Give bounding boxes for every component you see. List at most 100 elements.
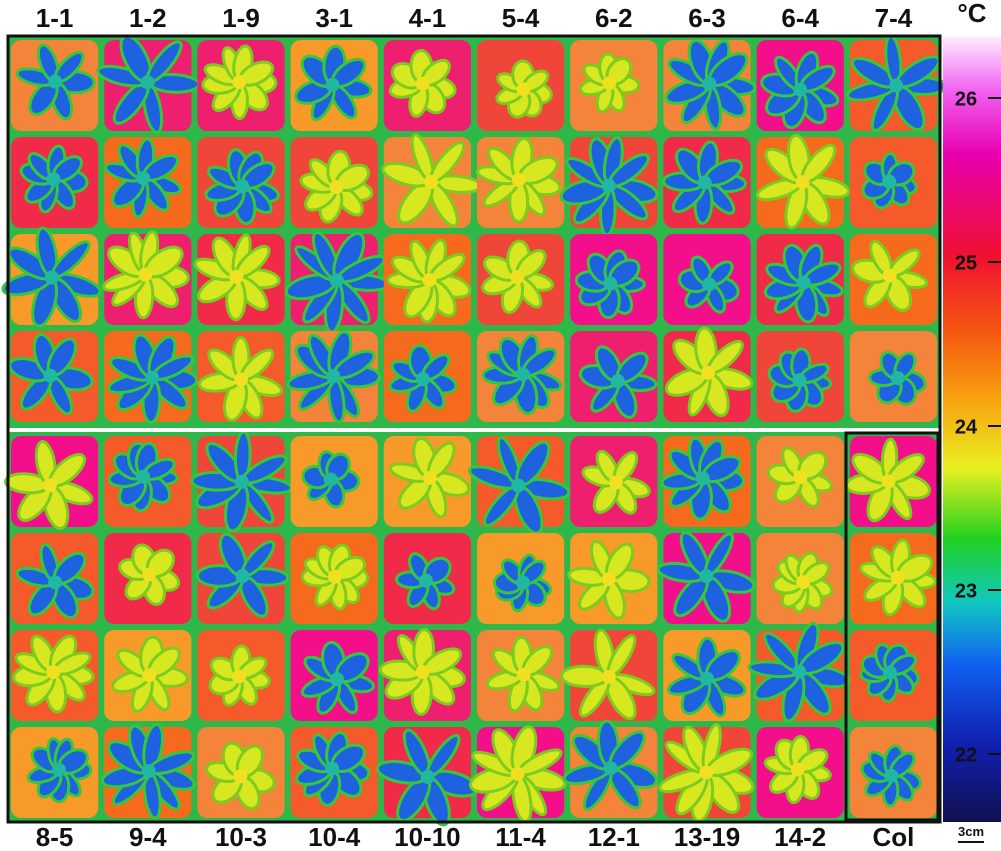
rosette-center	[233, 769, 247, 783]
rosette-center	[793, 470, 807, 484]
rosette-center	[699, 766, 713, 780]
rosette-center	[46, 665, 60, 679]
rosette-center	[891, 371, 905, 385]
top-label: 6-2	[595, 3, 633, 33]
rosette-center	[889, 79, 903, 93]
rosette-center	[511, 767, 525, 781]
rosette-center	[602, 179, 616, 193]
rosette-center	[698, 175, 712, 189]
rosette-center	[145, 371, 159, 385]
rosette-center	[603, 277, 617, 291]
bottom-label: 10-4	[308, 822, 361, 851]
rosette-center	[234, 372, 248, 386]
rosette-center	[43, 369, 57, 383]
rosette-center	[611, 374, 625, 388]
rosette-center	[883, 269, 897, 283]
rosette-center	[421, 770, 435, 784]
colorbar-tick-label: 23	[955, 580, 977, 602]
colorbar-tick-label: 24	[955, 416, 978, 438]
rosette-center	[602, 572, 616, 586]
rosette-center	[696, 471, 710, 485]
rosette-center	[330, 273, 344, 287]
top-label: 1-9	[222, 3, 260, 33]
bottom-label: Col	[872, 822, 914, 851]
rosette-center	[516, 576, 530, 590]
rosette-center	[142, 764, 156, 778]
bottom-label: 10-10	[394, 822, 461, 851]
top-label: 7-4	[875, 3, 913, 33]
rosette-center	[423, 471, 437, 485]
rosette-center	[416, 77, 430, 91]
rosette-center	[235, 179, 249, 193]
top-label: 3-1	[315, 3, 353, 33]
rosette-center	[328, 570, 342, 584]
bottom-label: 8-5	[36, 822, 74, 851]
rosette-center	[700, 671, 714, 685]
rosette-center	[422, 273, 436, 287]
colorbar-tick-label: 25	[955, 252, 977, 274]
rosette-center	[48, 75, 62, 89]
rosette-center	[512, 173, 526, 187]
rosette-center	[791, 763, 805, 777]
rosette-center	[325, 78, 339, 92]
figure: °C 3cm 1-11-21-93-14-15-46-26-36-47-48-5…	[0, 0, 1001, 851]
rosette-center	[424, 175, 438, 189]
rosette-center	[48, 575, 62, 589]
rosette-center	[142, 668, 156, 682]
rosette-center	[45, 271, 59, 285]
rosette-center	[232, 669, 246, 683]
rosette-center	[235, 569, 249, 583]
rosette-center	[792, 373, 806, 387]
rosette-center	[793, 83, 807, 97]
rosette-center	[882, 174, 896, 188]
rosette-center	[142, 568, 156, 582]
rosette-center	[884, 769, 898, 783]
rosette-center	[516, 367, 530, 381]
colorbar-tick-label: 26	[955, 88, 977, 110]
bottom-label: 13-19	[674, 822, 741, 851]
bottom-label: 11-4	[495, 822, 546, 851]
rosette-center	[510, 270, 524, 284]
bottom-label: 10-3	[215, 822, 267, 851]
rosette-center	[330, 672, 344, 686]
rosette-center	[602, 76, 616, 90]
rosette-center	[792, 665, 806, 679]
rosette-center	[699, 569, 713, 583]
rosette-center	[416, 372, 430, 386]
bottom-label: 14-2	[774, 822, 826, 851]
rosette-center	[890, 571, 904, 585]
rosette-center	[511, 479, 525, 493]
rosette-center	[52, 763, 66, 777]
page: °C 3cm 1-11-21-93-14-15-46-26-36-47-48-5…	[0, 0, 1001, 851]
rosette-center	[325, 762, 339, 776]
top-label: 5-4	[502, 3, 540, 33]
top-label: 1-2	[129, 3, 167, 33]
scale-bar-label: 3cm	[958, 824, 984, 839]
rosette-center	[702, 277, 716, 291]
rosette-center	[796, 175, 810, 189]
rosette-center	[232, 75, 246, 89]
bottom-label: 12-1	[588, 822, 640, 851]
rosette-center	[136, 171, 150, 185]
rosette-center	[329, 180, 343, 194]
rosette-center	[701, 366, 715, 380]
rosette-center	[517, 82, 531, 96]
colorbar-tick-label: 22	[955, 744, 977, 766]
rosette-center	[604, 761, 618, 775]
rosette-center	[416, 665, 430, 679]
rosette-center	[881, 474, 895, 488]
rosette-center	[602, 670, 616, 684]
rosette-center	[883, 665, 897, 679]
rosette-center	[229, 270, 243, 284]
rosette-center	[141, 75, 155, 89]
rosette-center	[136, 470, 150, 484]
rosette-center	[797, 276, 811, 290]
rosette-center	[326, 369, 340, 383]
rosette-center	[419, 574, 433, 588]
rosette-center	[138, 268, 152, 282]
top-label: 6-3	[688, 3, 726, 33]
rosette-center	[43, 478, 57, 492]
colorbar-unit: °C	[957, 0, 986, 28]
rosette-center	[702, 77, 716, 91]
rosette-center	[46, 172, 60, 186]
